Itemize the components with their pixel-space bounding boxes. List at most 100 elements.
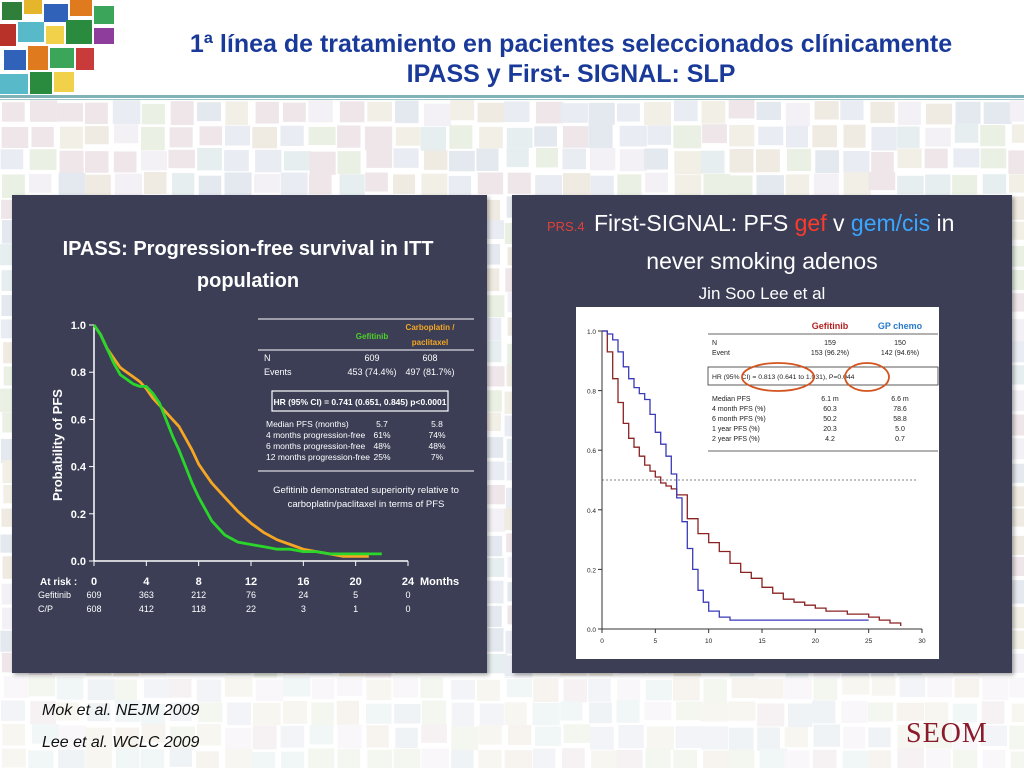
mosaic-tile [898,101,921,126]
mosaic-tile [170,101,194,126]
mosaic-tile [728,749,755,768]
mosaic-tile [308,174,332,195]
signal-stat-value: 5.0 [895,426,905,433]
mosaic-tile [451,702,475,727]
ipass-panel: IPASS: Progression-free survival in ITT … [12,195,487,673]
mosaic-tile [337,151,361,174]
mosaic-tile [309,724,334,745]
mosaic-tile [198,175,222,195]
mosaic-logo [0,0,114,94]
mosaic-tile [115,700,141,722]
ipass-at-risk-value: 363 [139,590,154,600]
mosaic-tile [2,724,25,746]
mosaic-tile [926,748,951,768]
mosaic-tile [337,125,361,148]
mosaic-tile [141,103,165,125]
mosaic-tile [815,150,840,174]
mosaic-tile [563,724,591,743]
mosaic-tile [1009,100,1024,122]
mosaic-tile [617,679,641,701]
reference-lee: Lee et al. WCLC 2009 [42,734,200,751]
mosaic-tile [1011,535,1024,555]
mosaic-tile [700,702,729,722]
mosaic-tile [225,101,248,125]
mosaic-tile [1,102,25,122]
signal-hr-text: HR (95% CI) = 0.813 (0.641 to 1.031), P=… [712,374,855,381]
signal-y-tick-label: 0.8 [587,389,596,396]
mosaic-tile [814,101,839,120]
seom-logo: SEOM [906,718,988,749]
mosaic-tile [280,172,308,195]
mosaic-tile [1010,508,1024,527]
mosaic-tile [784,678,812,700]
mosaic-tile [1010,653,1024,673]
signal-table-col-gp: GP chemo [878,321,923,331]
mosaic-tile [255,679,284,702]
mosaic-tile [871,127,897,151]
mosaic-tile [674,175,702,198]
mosaic-tile [645,172,669,193]
ipass-x-tick-label: 20 [350,576,362,588]
mosaic-tile [980,148,1007,169]
mosaic-tile [449,125,473,149]
mosaic-tile [675,726,704,749]
mosaic-tile [476,148,499,172]
mosaic-tile [283,102,306,122]
ipass-hr-box [271,390,449,412]
mosaic-tile [506,148,529,168]
mosaic-tile [56,676,84,700]
mosaic-tile [703,750,730,768]
mosaic-tile [646,726,674,750]
mosaic-tile [843,124,866,148]
mosaic-tile [952,727,978,752]
mosaic-tile [339,174,365,197]
ipass-table-value: 497 (81.7%) [405,367,454,377]
mosaic-tile [840,100,864,121]
ipass-at-risk-label: C/P [38,604,53,614]
mosaic-tile [728,727,754,751]
mosaic-tile [115,727,140,749]
ipass-at-risk-value: 608 [86,604,101,614]
ipass-at-risk-value: 609 [86,590,101,600]
signal-p-highlight [844,362,890,392]
mosaic-tile [953,148,980,168]
mosaic-tile [983,102,1012,124]
mosaic-tile [756,175,784,196]
ipass-at-risk-value: 1 [353,604,358,614]
mosaic-tile [535,175,562,198]
mosaic-tile [171,173,195,196]
mosaic-tile [588,102,615,125]
first-signal-title-part-gemcis: gem/cis [851,210,930,236]
mosaic-tile [196,679,222,703]
mosaic-tile [757,703,785,727]
mosaic-tile [281,751,305,768]
mosaic-tile [197,724,222,746]
mosaic-tile [562,173,591,195]
mosaic-tile [619,125,647,147]
ipass-note-line2: carboplatin/paclitaxel in terms of PFS [288,499,445,510]
signal-table-value: 142 (94.6%) [881,350,919,357]
mosaic-tile [756,149,780,173]
mosaic-tile [252,725,277,750]
mosaic-tile [311,679,335,700]
first-signal-title-part-v: v [827,210,851,236]
mosaic-tile [31,126,54,148]
mosaic-tile [729,148,754,173]
mosaic-tile [1008,269,1024,290]
mosaic-tile [868,727,891,748]
mosaic-tile [1,127,29,149]
mosaic-tile [394,100,419,124]
mosaic-tile [897,175,924,195]
mosaic-tile [700,150,725,174]
mosaic-tile [448,150,475,172]
ipass-table-row-label: Events [264,367,292,377]
mosaic-tile [1010,463,1024,483]
signal-stat-value: 78.6 [893,406,907,413]
ipass-table-col-gefitinib: Gefitinib [356,332,389,341]
mosaic-tile [225,125,251,146]
mosaic-tile [0,149,24,170]
mosaic-tile [897,748,924,768]
ipass-stat-value: 74% [428,430,445,440]
signal-y-tick-label: 0.4 [587,508,596,515]
mosaic-tile [955,101,981,124]
